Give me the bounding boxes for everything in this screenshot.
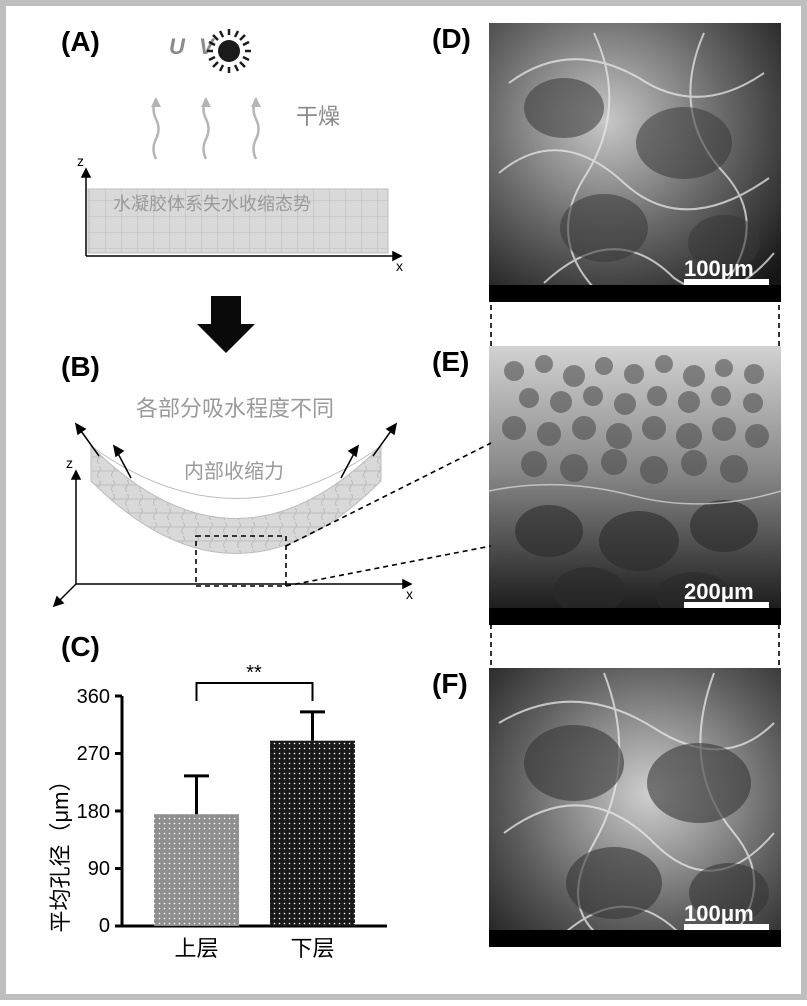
- axis-z-b: z: [66, 455, 73, 471]
- svg-text:上层: 上层: [174, 936, 218, 961]
- svg-text:下层: 下层: [290, 936, 334, 961]
- svg-text:180: 180: [77, 801, 110, 823]
- panel-d-label: (D): [432, 23, 471, 55]
- chart-xticklabels: 上层 下层: [174, 936, 334, 961]
- svg-text:0: 0: [99, 915, 110, 937]
- sem-f: 100μm: [489, 668, 781, 947]
- panel-a-svg: U V 干燥: [41, 24, 411, 304]
- drying-label: 干燥: [296, 104, 340, 129]
- chart-ylabel: 平均孔径（μm）: [48, 769, 73, 932]
- panel-b-svg: 各部分吸水程度不同 内部收缩力: [36, 366, 426, 626]
- significance-bracket: [197, 683, 313, 701]
- axis-x-b: x: [406, 586, 413, 602]
- panel-b-caption-inner: 内部收缩力: [184, 460, 284, 483]
- big-arrow-icon: [191, 291, 261, 361]
- panel-c-chart: 平均孔径（μm） 0 90 180 270 360: [42, 646, 402, 981]
- panel-b-caption-top: 各部分吸水程度不同: [136, 396, 334, 421]
- sem-f-scalebar-text: 100μm: [684, 901, 754, 926]
- chart-bars: [154, 712, 355, 926]
- drying-arrows: [151, 97, 261, 159]
- sem-e: 200μm: [489, 346, 781, 625]
- sem-d-scalebar-text: 100μm: [684, 256, 754, 281]
- svg-text:270: 270: [77, 743, 110, 765]
- panel-f-label: (F): [432, 668, 468, 700]
- curled-gel: 内部收缩力: [91, 446, 381, 586]
- svg-text:360: 360: [77, 686, 110, 708]
- sem-d: 100μm: [489, 23, 781, 302]
- axis-x-a: x: [396, 258, 403, 274]
- gel-slab: 水凝胶体系失水收缩态势: [88, 189, 388, 253]
- gel-caption: 水凝胶体系失水收缩态势: [113, 194, 311, 214]
- chart-yticklabels: 0 90 180 270 360: [77, 686, 110, 937]
- uv-text: U V: [169, 34, 218, 59]
- figure-container: (A) U V: [0, 0, 807, 1000]
- panel-e-label: (E): [432, 346, 469, 378]
- axis-z-a: z: [77, 153, 84, 169]
- significance-marker: **: [246, 662, 262, 684]
- sem-e-scalebar-text: 200μm: [684, 579, 754, 604]
- svg-text:90: 90: [88, 858, 110, 880]
